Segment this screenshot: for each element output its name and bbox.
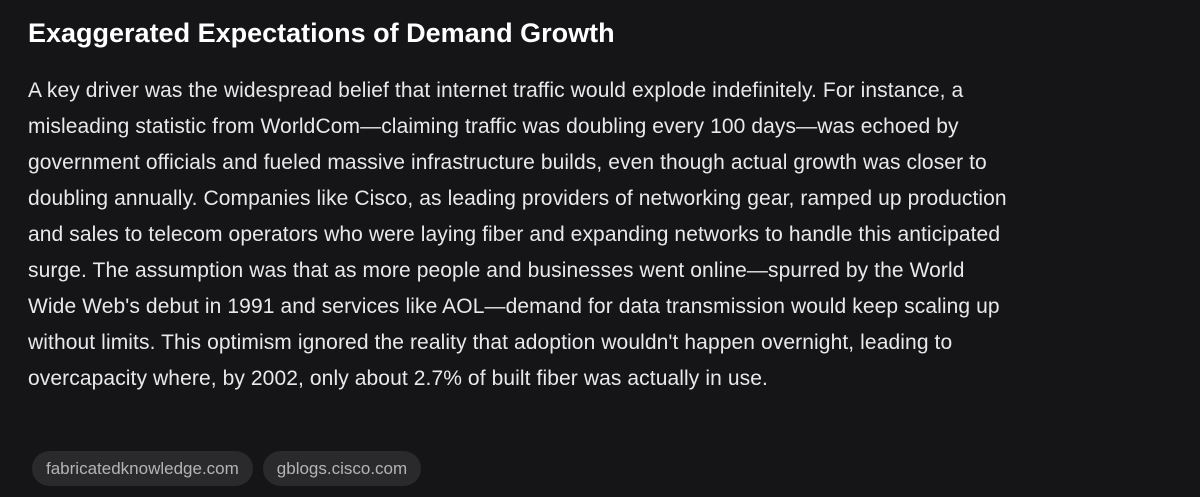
paragraph-line: and sales to telecom operators who were … xyxy=(28,223,1001,246)
paragraph-line: without limits. This optimism ignored th… xyxy=(28,331,953,354)
paragraph-line: overcapacity where, by 2002, only about … xyxy=(28,367,768,390)
section-heading: Exaggerated Expectations of Demand Growt… xyxy=(28,18,615,48)
paragraph-line: misleading statistic from WorldCom—claim… xyxy=(28,115,959,138)
source-chip[interactable]: gblogs.cisco.com xyxy=(262,451,422,486)
source-chips: fabricatedknowledge.com gblogs.cisco.com xyxy=(32,451,422,486)
paragraph: A key driver was the widespread belief t… xyxy=(28,73,1007,397)
paragraph-line: surge. The assumption was that as more p… xyxy=(28,259,965,282)
paragraph-line: A key driver was the widespread belief t… xyxy=(28,79,964,102)
source-chip[interactable]: fabricatedknowledge.com xyxy=(32,451,253,486)
paragraph-line: doubling annually. Companies like Cisco,… xyxy=(28,187,1007,210)
paragraph-line: Wide Web's debut in 1991 and services li… xyxy=(28,295,1000,318)
paragraph-line: government officials and fueled massive … xyxy=(28,151,987,174)
